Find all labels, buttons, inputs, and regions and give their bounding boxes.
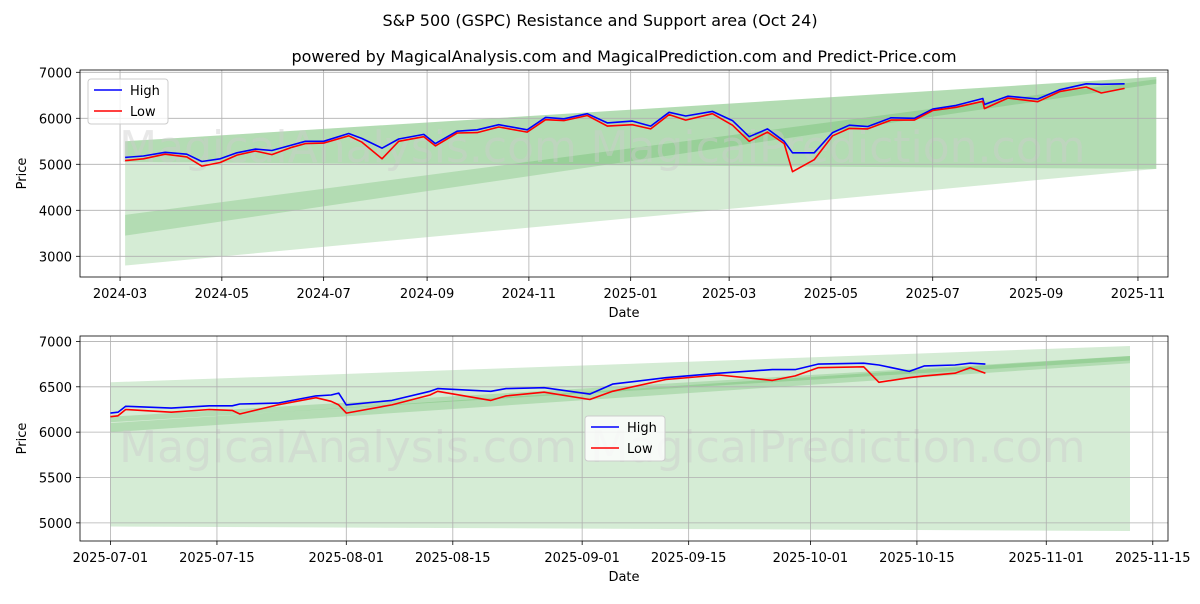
watermark-analysis: MagicalAnalysis.com <box>119 122 577 173</box>
x-tick-label: 2024-11 <box>502 287 556 302</box>
x-tick-label: 2025-11 <box>1111 287 1165 302</box>
x-axis-label: Date <box>608 570 639 585</box>
x-tick-label: 2025-09-15 <box>651 551 727 566</box>
history-panel: MagicalAnalysis.com MagicalPrediction.com… <box>15 66 1169 321</box>
chart-title: S&P 500 (GSPC) Resistance and Support ar… <box>382 11 817 30</box>
axes-frame <box>79 335 1169 542</box>
axes-frame <box>79 69 1169 278</box>
x-tick-label: 2025-10-01 <box>773 551 849 566</box>
series-line-low <box>110 366 986 418</box>
x-tick-label: 2024-03 <box>93 287 147 302</box>
legend-label-low: Low <box>130 105 156 120</box>
projection-band-outer-projection <box>125 76 1157 266</box>
chart-subtitle: powered by MagicalAnalysis.com and Magic… <box>291 47 956 66</box>
legend: High Low <box>584 415 666 462</box>
y-tick-label: 5000 <box>39 517 72 532</box>
y-axis-label: Price <box>15 423 30 455</box>
x-tick-label: 2025-01 <box>604 287 658 302</box>
series-line-high <box>110 362 986 414</box>
x-tick-label: 2024-07 <box>296 287 350 302</box>
x-tick-label: 2025-09-01 <box>544 551 620 566</box>
legend-label-low: Low <box>627 442 653 457</box>
series-line-low <box>125 86 1125 173</box>
y-tick-label: 6500 <box>39 381 72 396</box>
y-tick-label: 7000 <box>39 335 72 350</box>
x-tick-label: 2025-10-15 <box>879 551 955 566</box>
projection-band-middle-projection <box>110 356 1130 433</box>
watermark-analysis: MagicalAnalysis.com <box>119 422 577 473</box>
zoom-panel: MagicalAnalysis.com MagicalPrediction.com… <box>15 335 1191 585</box>
y-tick-label: 5500 <box>39 472 72 487</box>
x-tick-label: 2025-07-01 <box>73 551 149 566</box>
x-tick-label: 2024-09 <box>400 287 454 302</box>
x-tick-label: 2025-03 <box>702 287 756 302</box>
x-tick-label: 2025-05 <box>804 287 858 302</box>
x-tick-label: 2025-07 <box>906 287 960 302</box>
y-tick-label: 3000 <box>39 250 72 265</box>
x-tick-label: 2025-09 <box>1009 287 1063 302</box>
x-tick-label: 2025-08-15 <box>415 551 491 566</box>
y-axis-label: Price <box>15 158 30 190</box>
legend-label-high: High <box>627 421 657 436</box>
y-tick-label: 5000 <box>39 158 72 173</box>
legend: High Low <box>87 78 169 125</box>
x-tick-label: 2025-08-01 <box>309 551 385 566</box>
x-tick-label: 2024-05 <box>195 287 249 302</box>
x-tick-label: 2025-07-15 <box>179 551 255 566</box>
x-tick-label: 2025-11-15 <box>1115 551 1191 566</box>
x-axis-label: Date <box>608 306 639 321</box>
watermark-prediction: MagicalPrediction.com <box>591 422 1086 473</box>
x-tick-label: 2025-11-01 <box>1008 551 1084 566</box>
y-tick-label: 6000 <box>39 112 72 127</box>
series-line-high <box>125 83 1125 163</box>
y-tick-label: 7000 <box>39 66 72 81</box>
y-tick-label: 6000 <box>39 426 72 441</box>
y-tick-label: 4000 <box>39 204 72 219</box>
legend-label-high: High <box>130 84 160 99</box>
